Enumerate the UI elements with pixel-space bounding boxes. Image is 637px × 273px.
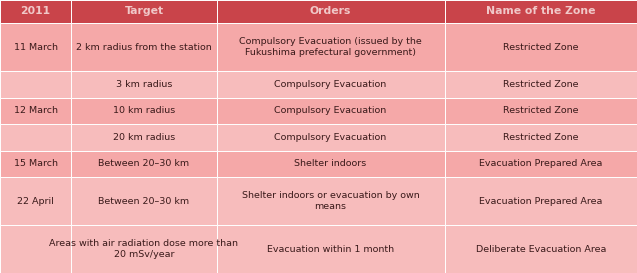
Text: Target: Target (124, 7, 164, 16)
Text: Between 20–30 km: Between 20–30 km (98, 197, 190, 206)
Bar (217, 225, 445, 273)
Text: Compulsory Evacuation (issued by the
Fukushima prefectural government): Compulsory Evacuation (issued by the Fuk… (240, 37, 422, 57)
Text: Compulsory Evacuation: Compulsory Evacuation (275, 80, 387, 89)
Bar (71, 97, 217, 124)
Bar (71, 225, 217, 273)
Bar (71, 177, 217, 225)
Bar (217, 23, 445, 71)
Text: 2011: 2011 (20, 7, 51, 16)
Text: Deliberate Evacuation Area: Deliberate Evacuation Area (476, 245, 606, 254)
Text: 11 March: 11 March (13, 43, 58, 52)
Text: Restricted Zone: Restricted Zone (503, 133, 578, 142)
Text: Name of the Zone: Name of the Zone (486, 7, 596, 16)
Text: Restricted Zone: Restricted Zone (503, 80, 578, 89)
Text: 20 km radius: 20 km radius (113, 133, 175, 142)
Bar (71, 71, 217, 97)
Text: Restricted Zone: Restricted Zone (503, 106, 578, 115)
Text: 2 km radius from the station: 2 km radius from the station (76, 43, 212, 52)
Text: 3 km radius: 3 km radius (116, 80, 172, 89)
Bar (0, 0, 71, 23)
Text: 22 April: 22 April (17, 197, 54, 206)
Bar (71, 23, 217, 71)
Text: 10 km radius: 10 km radius (113, 106, 175, 115)
Text: Areas with air radiation dose more than
20 mSv/year: Areas with air radiation dose more than … (50, 239, 238, 259)
Bar (217, 97, 445, 124)
Bar (0, 97, 71, 124)
Text: Shelter indoors: Shelter indoors (294, 159, 367, 168)
Text: Orders: Orders (310, 7, 351, 16)
Text: 12 March: 12 March (13, 106, 58, 115)
Text: 15 March: 15 March (13, 159, 58, 168)
Bar (217, 0, 445, 23)
Bar (0, 150, 71, 177)
Bar (445, 71, 637, 97)
Bar (445, 124, 637, 150)
Bar (217, 150, 445, 177)
Text: Compulsory Evacuation: Compulsory Evacuation (275, 133, 387, 142)
Bar (71, 150, 217, 177)
Bar (71, 124, 217, 150)
Text: Evacuation Prepared Area: Evacuation Prepared Area (479, 159, 603, 168)
Bar (445, 0, 637, 23)
Text: Between 20–30 km: Between 20–30 km (98, 159, 190, 168)
Bar (445, 97, 637, 124)
Bar (0, 225, 71, 273)
Text: Evacuation within 1 month: Evacuation within 1 month (267, 245, 394, 254)
Bar (217, 71, 445, 97)
Text: Shelter indoors or evacuation by own
means: Shelter indoors or evacuation by own mea… (241, 191, 420, 211)
Bar (0, 177, 71, 225)
Text: Compulsory Evacuation: Compulsory Evacuation (275, 106, 387, 115)
Bar (0, 124, 71, 150)
Text: Evacuation Prepared Area: Evacuation Prepared Area (479, 197, 603, 206)
Bar (217, 124, 445, 150)
Bar (445, 23, 637, 71)
Bar (445, 177, 637, 225)
Bar (445, 150, 637, 177)
Bar (217, 177, 445, 225)
Bar (0, 23, 71, 71)
Bar (71, 0, 217, 23)
Bar (445, 225, 637, 273)
Text: Restricted Zone: Restricted Zone (503, 43, 578, 52)
Bar (0, 71, 71, 97)
